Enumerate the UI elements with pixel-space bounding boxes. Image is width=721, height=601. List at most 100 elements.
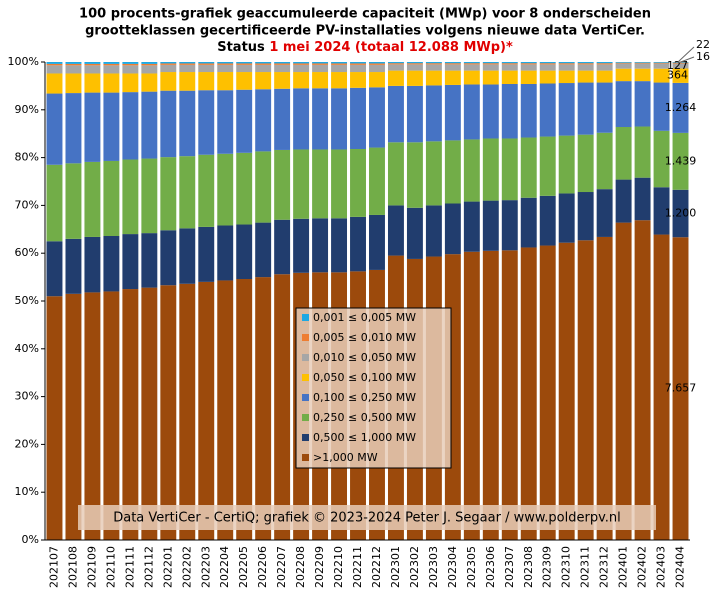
bar-segment <box>558 62 575 64</box>
x-tick-label: 202204 <box>218 546 231 588</box>
bar-segment <box>217 72 234 91</box>
x-tick-label: 202109 <box>85 546 98 588</box>
bar-segment <box>217 225 234 281</box>
bar-segment <box>444 203 461 255</box>
bar-segment <box>274 88 291 150</box>
bar-segment <box>634 62 651 63</box>
bar-segment <box>520 197 537 248</box>
bar-segment <box>236 152 253 225</box>
bar-segment <box>103 291 120 540</box>
bar-segment <box>672 82 689 133</box>
bar-segment <box>293 218 310 273</box>
bar-segment <box>65 73 82 94</box>
bar-segment <box>425 70 442 86</box>
bar-segment <box>482 138 499 201</box>
bar-segment <box>539 63 556 65</box>
legend-label: 0,100 ≤ 0,250 MW <box>313 391 416 404</box>
legend-label: 0,001 ≤ 0,005 MW <box>313 311 416 324</box>
y-tick-label: 0% <box>22 533 39 546</box>
y-tick-label: 40% <box>15 342 39 355</box>
legend-swatch <box>302 314 309 321</box>
bar-segment <box>577 64 594 71</box>
bar-segment <box>84 92 101 162</box>
bar-segment <box>293 64 310 73</box>
bar-segment <box>84 292 101 540</box>
x-tick-label: 202401 <box>617 546 630 588</box>
bar-segment <box>482 63 499 65</box>
x-tick-label: 202201 <box>161 546 174 588</box>
bar-segment <box>369 64 385 73</box>
annotation: 1.439 <box>665 154 697 167</box>
bar-segment <box>520 137 537 198</box>
bar-segment <box>255 151 272 223</box>
bar-segment <box>558 242 575 540</box>
bar-segment <box>406 85 423 143</box>
bar-segment <box>179 72 196 91</box>
legend-label: 0,005 ≤ 0,010 MW <box>313 331 416 344</box>
bar-segment <box>236 72 253 90</box>
bar-segment <box>122 73 139 93</box>
bar-segment <box>444 63 461 65</box>
bar-segment <box>198 281 215 540</box>
bar-segment <box>65 163 82 239</box>
bar-segment <box>596 189 613 237</box>
bar-segment <box>103 235 120 292</box>
x-tick-label: 202210 <box>332 546 345 588</box>
bar-segment <box>350 148 366 217</box>
bar-segment <box>65 238 82 294</box>
bar-segment <box>558 63 575 65</box>
bar-segment <box>293 72 310 89</box>
bar-segment <box>122 289 139 540</box>
title-status: Status <box>217 40 265 55</box>
bar-segment <box>425 64 442 71</box>
bar-segment <box>217 62 234 64</box>
bar-segment <box>160 72 177 91</box>
x-tick-label: 202202 <box>180 546 193 588</box>
x-tick-label: 202306 <box>484 546 497 588</box>
bar-segment <box>672 132 689 190</box>
bar-segment <box>520 247 537 541</box>
bar-segment <box>65 293 82 540</box>
bar-segment <box>84 65 101 74</box>
bar-segment <box>369 147 385 215</box>
bar-segment <box>236 279 253 540</box>
chart-title: Status 1 mei 2024 (totaal 12.088 MWp)* <box>217 40 513 55</box>
bar-segment <box>65 63 82 66</box>
x-tick-label: 202112 <box>142 546 155 588</box>
x-tick-label: 202209 <box>313 546 326 588</box>
bar-segment <box>350 72 366 88</box>
bar-segment <box>255 72 272 90</box>
legend-label: 0,010 ≤ 0,050 MW <box>313 351 416 364</box>
legend-label: 0,050 ≤ 0,100 MW <box>313 371 416 384</box>
bar-segment <box>46 63 63 66</box>
bar-segment <box>444 140 461 204</box>
bar-segment <box>387 142 404 206</box>
legend-swatch <box>302 414 309 421</box>
bar-segment <box>312 63 329 65</box>
bar-segment <box>425 63 442 65</box>
x-tick-label: 202207 <box>275 546 288 588</box>
bar-segment <box>312 88 329 150</box>
bar-segment <box>103 92 120 161</box>
bar-segment <box>387 70 404 86</box>
bar-segment <box>46 93 63 165</box>
bar-segment <box>387 64 404 71</box>
bar-segment <box>350 64 366 73</box>
bar-segment <box>482 84 499 139</box>
legend-box <box>295 307 452 469</box>
bar-segment <box>46 164 63 242</box>
leader-line <box>677 56 695 64</box>
bar-segment <box>255 63 272 65</box>
bar-segment <box>387 205 404 256</box>
chart-title: grootteklassen gecertificeerde PV-instal… <box>85 24 645 39</box>
annotation: 16 <box>696 50 710 63</box>
annotation: 1.200 <box>665 207 697 220</box>
bar-segment <box>577 240 594 540</box>
bar-segment <box>369 87 385 148</box>
bar-segment <box>653 68 670 83</box>
y-tick-label: 80% <box>15 151 39 164</box>
bar-segment <box>539 70 556 84</box>
bar-segment <box>444 84 461 141</box>
bar-segment <box>596 62 613 64</box>
bar-segment <box>350 87 366 149</box>
